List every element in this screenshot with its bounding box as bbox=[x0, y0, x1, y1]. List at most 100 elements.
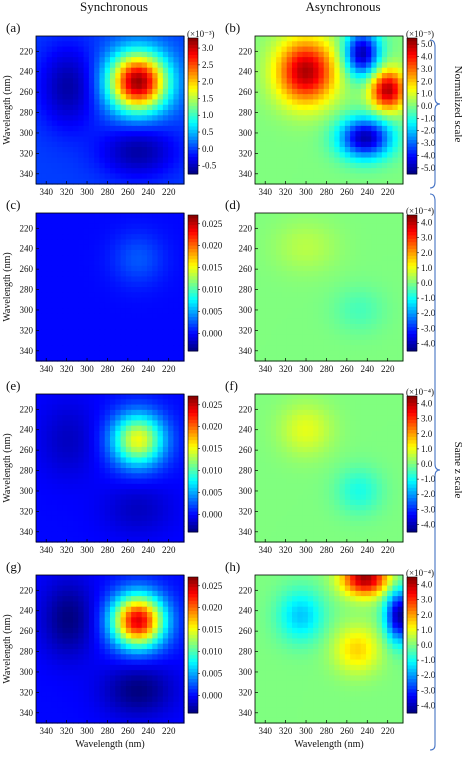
heatmap-cell bbox=[255, 125, 261, 132]
heatmap-cell bbox=[178, 329, 185, 336]
heatmap-cell bbox=[260, 120, 267, 127]
heatmap-cell bbox=[360, 436, 367, 443]
heatmap-cell bbox=[318, 457, 325, 464]
heatmap-cell bbox=[110, 260, 116, 267]
heatmap-cell bbox=[110, 308, 116, 315]
heatmap-cell bbox=[334, 178, 341, 185]
heatmap-cell bbox=[162, 409, 169, 416]
heatmap-cell bbox=[366, 302, 372, 309]
heatmap-cell bbox=[270, 339, 277, 346]
heatmap-cell bbox=[292, 271, 298, 278]
heatmap-cell bbox=[292, 260, 298, 267]
heatmap-cell bbox=[41, 265, 48, 272]
heatmap-cell bbox=[371, 478, 378, 485]
heatmap-cell bbox=[297, 468, 304, 474]
heatmap-cell bbox=[115, 255, 122, 262]
heatmap-cell bbox=[115, 499, 122, 506]
heatmap-cell bbox=[136, 345, 143, 352]
heatmap-cell bbox=[110, 494, 116, 501]
heatmap-cell bbox=[339, 255, 346, 262]
heatmap-cell bbox=[141, 297, 148, 304]
heatmap-cell bbox=[120, 515, 127, 522]
heatmap-cell bbox=[286, 104, 293, 111]
heatmap-cell bbox=[46, 88, 53, 95]
heatmap-cell bbox=[125, 355, 132, 362]
heatmap-cell bbox=[360, 228, 367, 235]
heatmap-cell bbox=[355, 104, 362, 111]
heatmap-cell bbox=[141, 531, 148, 538]
heatmap-cell bbox=[355, 339, 362, 346]
heatmap-cell bbox=[78, 510, 85, 517]
heatmap-cell bbox=[260, 350, 267, 357]
heatmap-cell bbox=[141, 334, 148, 341]
heatmap-cell bbox=[329, 67, 335, 74]
heatmap-cell bbox=[57, 394, 64, 400]
heatmap-cell bbox=[307, 499, 314, 506]
heatmap-cell bbox=[281, 355, 288, 362]
heatmap-cell bbox=[260, 152, 267, 159]
heatmap-cell bbox=[178, 62, 185, 69]
heatmap-cell bbox=[344, 350, 351, 357]
heatmap-cell bbox=[94, 483, 101, 490]
heatmap-cell bbox=[99, 329, 106, 336]
heatmap-cell bbox=[265, 452, 272, 459]
heatmap-cell bbox=[344, 239, 351, 246]
heatmap-cell bbox=[297, 239, 304, 246]
heatmap-cell bbox=[286, 313, 293, 320]
heatmap-cell bbox=[51, 308, 58, 315]
heatmap-cell bbox=[313, 110, 320, 116]
heatmap-cell bbox=[318, 265, 325, 272]
heatmap-cell bbox=[83, 468, 90, 474]
heatmap-cell bbox=[157, 526, 164, 533]
heatmap-cell bbox=[141, 324, 148, 330]
heatmap-cell bbox=[88, 478, 95, 485]
heatmap-cell bbox=[302, 41, 309, 48]
colorbar-segment bbox=[188, 406, 198, 411]
heatmap-cell bbox=[178, 110, 185, 116]
heatmap-cell bbox=[313, 115, 320, 122]
colorbar-segment bbox=[407, 306, 417, 311]
heatmap-cell bbox=[397, 394, 404, 400]
heatmap-cell bbox=[313, 83, 320, 90]
heatmap-cell bbox=[147, 324, 153, 330]
colorbar-segment bbox=[188, 344, 198, 349]
heatmap-cell bbox=[360, 287, 367, 293]
heatmap-cell bbox=[313, 239, 320, 246]
heatmap-cell bbox=[334, 255, 341, 262]
heatmap-cell bbox=[131, 425, 138, 432]
heatmap-cell bbox=[94, 99, 101, 106]
heatmap-cell bbox=[78, 234, 85, 241]
heatmap-cell bbox=[104, 57, 111, 64]
heatmap-cell bbox=[157, 67, 164, 74]
colorbar-tick-label: -2.0 bbox=[421, 126, 436, 136]
heatmap-cell bbox=[120, 292, 127, 299]
heatmap-cell bbox=[255, 110, 261, 116]
colorbar-segment bbox=[188, 136, 198, 141]
heatmap-cell bbox=[318, 281, 325, 288]
heatmap-cell bbox=[323, 494, 330, 501]
heatmap-cell bbox=[313, 494, 320, 501]
heatmap-cell bbox=[276, 115, 283, 122]
heatmap-cell bbox=[178, 441, 185, 448]
heatmap-cell bbox=[265, 228, 272, 235]
heatmap-cell bbox=[141, 526, 148, 533]
heatmap-cell bbox=[131, 409, 138, 416]
y-tick-label: 260 bbox=[20, 445, 34, 455]
heatmap-cell bbox=[94, 152, 101, 159]
heatmap-cell bbox=[57, 441, 64, 448]
heatmap-cell bbox=[36, 287, 42, 293]
heatmap-cell bbox=[376, 178, 383, 185]
heatmap-cell bbox=[376, 173, 383, 180]
heatmap-cell bbox=[360, 218, 367, 225]
heatmap-cell bbox=[115, 234, 122, 241]
heatmap-cell bbox=[104, 260, 111, 267]
heatmap-cell bbox=[162, 218, 169, 225]
colorbar-segment bbox=[188, 150, 198, 155]
heatmap-cell bbox=[136, 168, 143, 175]
heatmap-cell bbox=[57, 152, 64, 159]
heatmap-cell bbox=[178, 520, 185, 527]
heatmap-cell bbox=[329, 446, 335, 453]
heatmap-cell bbox=[152, 162, 159, 169]
heatmap-cell bbox=[173, 271, 180, 278]
heatmap-cell bbox=[255, 141, 261, 148]
